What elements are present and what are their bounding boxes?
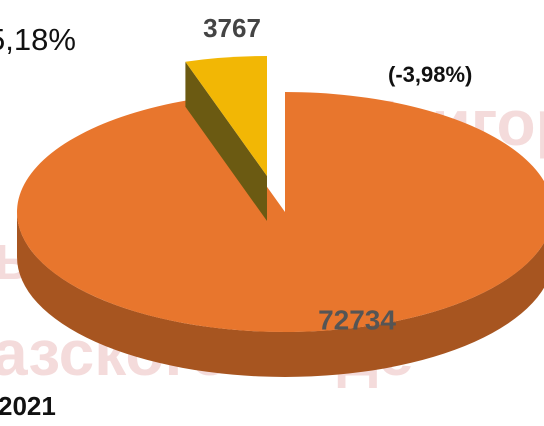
slice-inner — [185, 61, 267, 221]
slice-top — [185, 56, 267, 176]
slice-top — [17, 92, 544, 332]
data-label: 3767 — [203, 13, 261, 43]
data-label: 72734 — [318, 304, 396, 335]
annotation: (-3,98%) — [388, 62, 472, 87]
slice — [17, 92, 544, 377]
annotation: 2021 — [0, 391, 56, 421]
slice — [185, 56, 267, 221]
slice-side — [17, 212, 544, 377]
annotation: 5,18% — [0, 22, 76, 57]
